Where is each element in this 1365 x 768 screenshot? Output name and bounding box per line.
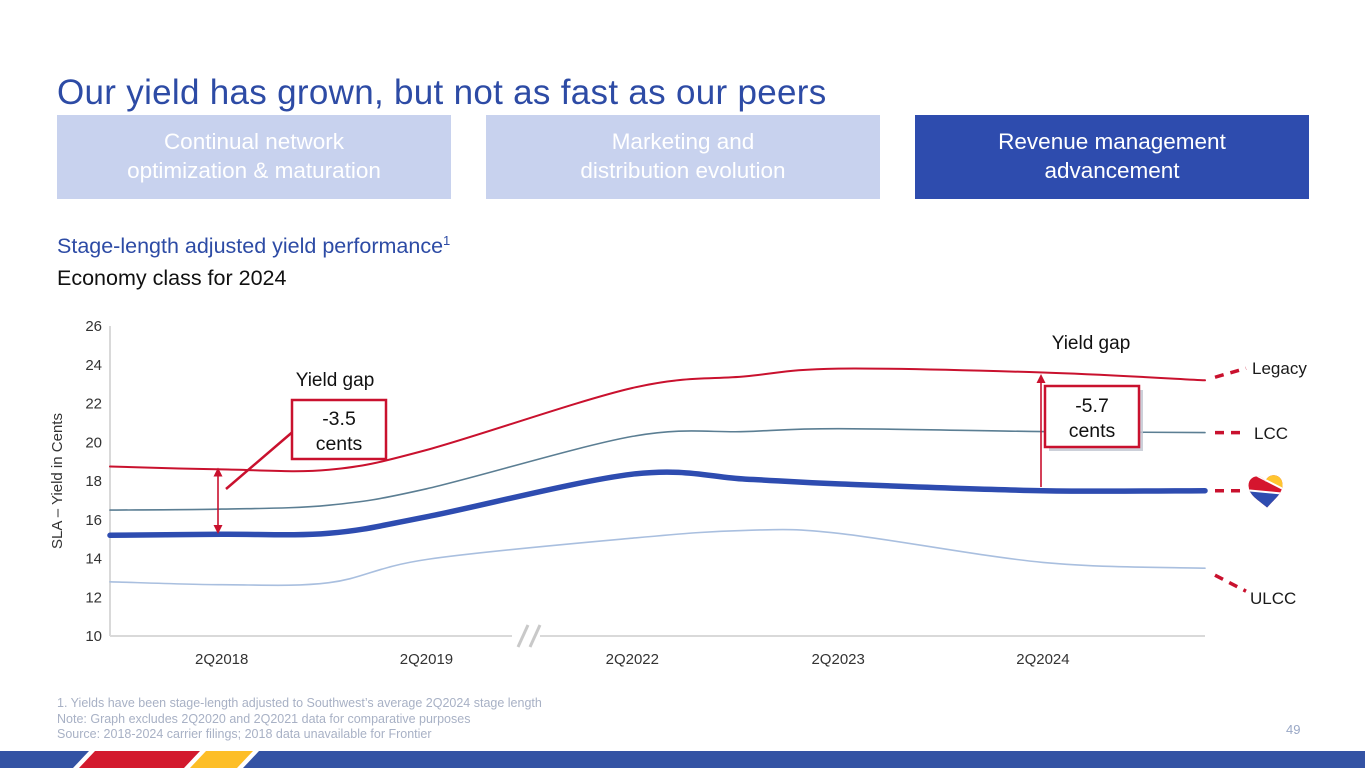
legend-dash-legacy [1214,366,1247,379]
gap-value-box [290,398,388,461]
yield-gap-label: Yield gap [1052,333,1131,354]
legend-dash-ulcc [1214,573,1247,593]
gap-arrowhead [213,467,223,477]
series-line-ulcc [109,528,1206,587]
footer-yellow-band [190,751,253,768]
y-tick-label: 16 [85,512,102,529]
tab-revenue-management: Revenue management advancement [915,115,1309,199]
gap-value-box [1043,384,1141,449]
y-tick-label: 24 [85,357,102,374]
footnotes: 1. Yields have been stage-length adjuste… [57,696,542,743]
x-tick-label: 2Q2022 [606,651,659,668]
y-tick-label: 10 [85,628,102,645]
gap-value-line: -5.7 [1075,395,1109,417]
footer-blue-band [0,751,1365,768]
page-number: 49 [1286,722,1301,737]
footer-red-band [79,751,200,768]
gap-value-line: cents [316,433,363,455]
y-tick-label: 18 [85,473,102,490]
x-tick-label: 2Q2019 [400,651,453,668]
x-tick-label: 2Q2018 [195,651,248,668]
series-line-lcc [109,427,1206,511]
series-line-southwest [107,469,1208,539]
y-tick-label: 12 [85,589,102,606]
topic-tabs: Continual network optimization & maturat… [57,115,1309,199]
tab-network-optimization: Continual network optimization & maturat… [57,115,451,199]
gap-value-line: cents [1069,420,1116,442]
tab-marketing-distribution: Marketing and distribution evolution [486,115,880,199]
heart-yellow-band [1256,474,1285,491]
y-tick-label: 26 [85,318,102,335]
chart-title: Stage-length adjusted yield performance1 [57,233,451,259]
legend-label-ulcc: ULCC [1250,589,1296,608]
x-tick-label: 2Q2023 [811,651,864,668]
chart-subtitle: Economy class for 2024 [57,266,287,291]
y-axis-title: SLA – Yield in Cents [49,413,66,549]
y-tick-label: 22 [85,396,102,413]
footnote-line: Source: 2018-2024 carrier filings; 2018 … [57,727,432,741]
legend-label-lcc: LCC [1254,424,1288,443]
y-tick-label: 20 [85,434,102,451]
chart-heading: Stage-length adjusted yield performance1… [57,233,450,291]
x-tick-label: 2Q2024 [1016,651,1069,668]
gap-value-line: -3.5 [322,408,356,430]
slide-title: Our yield has grown, but not as fast as … [57,73,827,113]
southwest-heart-icon [1247,474,1285,509]
axis-break-slash [516,624,530,648]
gap-arrowhead [213,525,223,534]
series-line-legacy [109,367,1206,473]
yield-gap-label: Yield gap [296,370,375,391]
footer-brand-stripe [0,751,1365,768]
gap-arrowhead [1036,374,1046,383]
footnote-marker: 1 [443,233,451,248]
y-tick-label: 14 [85,551,102,568]
footnote-line: Note: Graph excludes 2Q2020 and 2Q2021 d… [57,711,471,726]
legend-label-legacy: Legacy [1252,359,1307,378]
gap-leader-line [225,428,297,490]
footnote-line: 1. Yields have been stage-length adjuste… [57,696,542,710]
axis-break-slash [528,624,542,648]
